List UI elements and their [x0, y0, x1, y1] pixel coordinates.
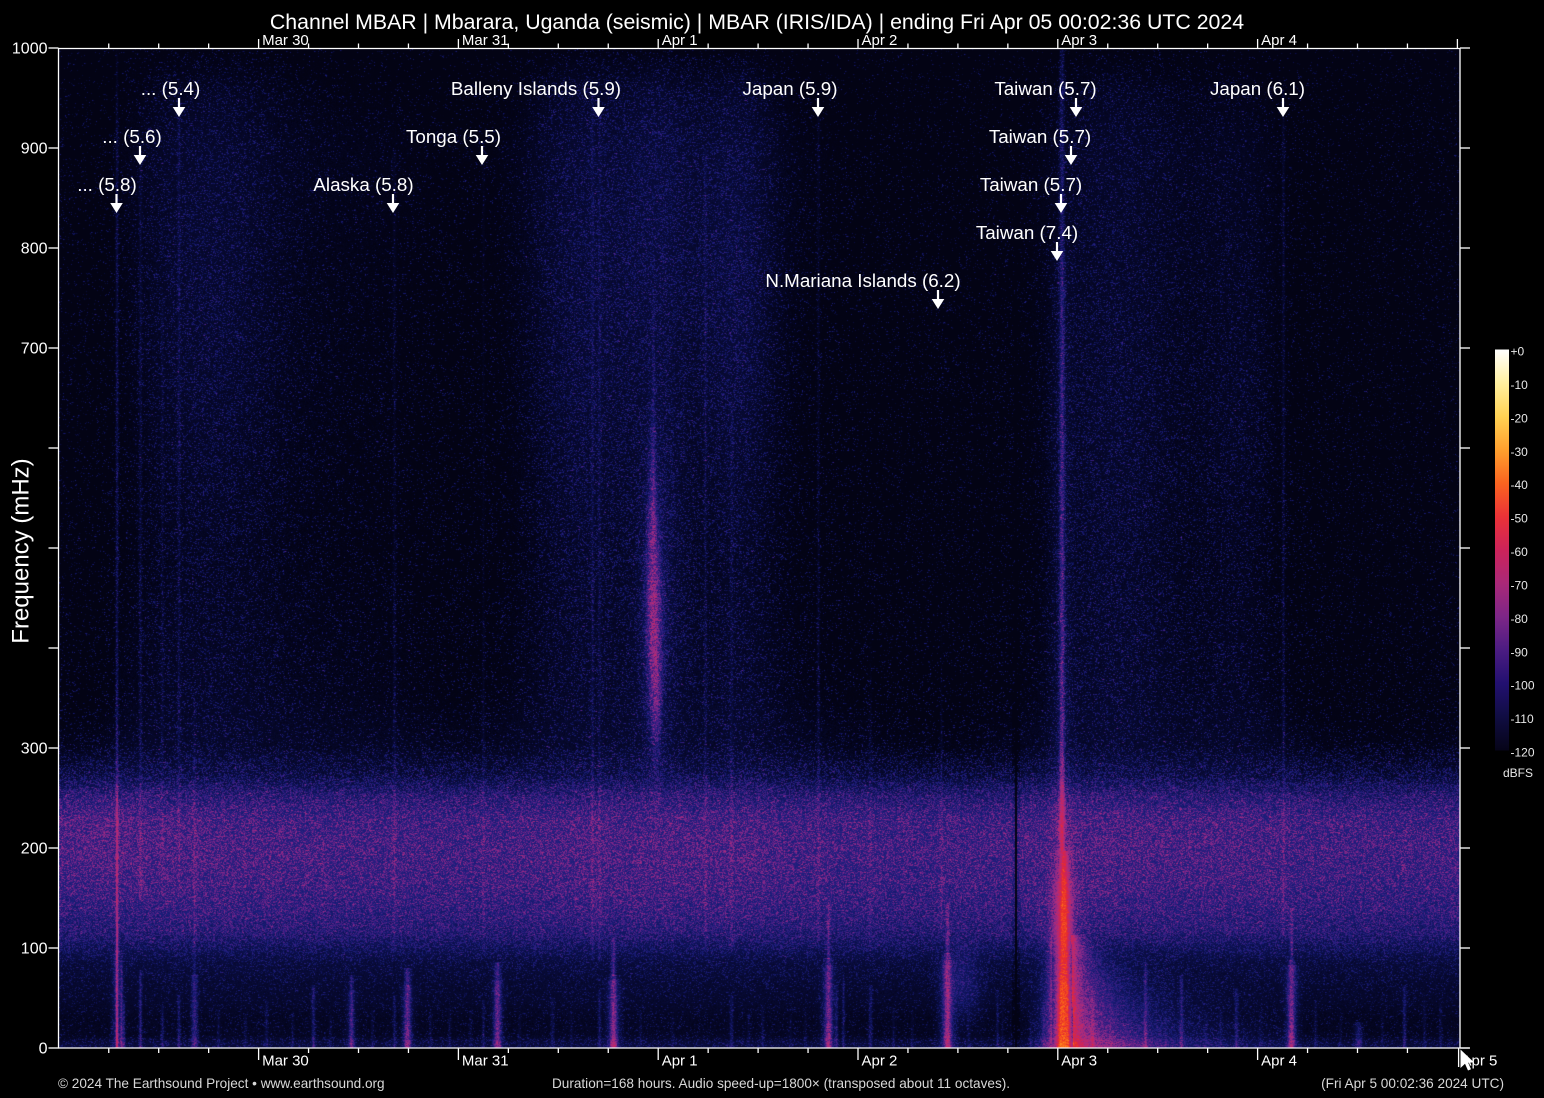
svg-text:Tonga (5.5): Tonga (5.5)	[406, 126, 501, 147]
svg-text:... (5.6): ... (5.6)	[102, 126, 162, 147]
svg-text:-50: -50	[1511, 512, 1529, 526]
svg-text:100: 100	[21, 941, 48, 958]
svg-text:800: 800	[21, 241, 48, 258]
svg-text:Japan (6.1): Japan (6.1)	[1210, 78, 1305, 99]
svg-text:-110: -110	[1511, 712, 1534, 726]
svg-text:-90: -90	[1511, 645, 1529, 659]
svg-text:dBFS: dBFS	[1503, 766, 1533, 780]
svg-text:-10: -10	[1511, 378, 1529, 392]
svg-text:Alaska (5.8): Alaska (5.8)	[313, 174, 413, 195]
svg-text:-30: -30	[1511, 445, 1529, 459]
svg-text:Mar 31: Mar 31	[462, 32, 509, 49]
svg-text:1000: 1000	[12, 41, 48, 58]
svg-text:-40: -40	[1511, 478, 1529, 492]
svg-text:Japan (5.9): Japan (5.9)	[742, 78, 837, 99]
svg-text:200: 200	[21, 841, 48, 858]
svg-text:Balleny Islands (5.9): Balleny Islands (5.9)	[451, 78, 621, 99]
svg-text:... (5.8): ... (5.8)	[77, 174, 137, 195]
svg-text:+0: +0	[1511, 345, 1525, 359]
svg-text:Taiwan (5.7): Taiwan (5.7)	[980, 174, 1082, 195]
svg-text:Taiwan (5.7): Taiwan (5.7)	[989, 126, 1091, 147]
svg-text:Apr 4: Apr 4	[1261, 32, 1297, 49]
svg-text:... (5.4): ... (5.4)	[141, 78, 201, 99]
svg-text:Mar 30: Mar 30	[262, 1052, 309, 1069]
svg-text:900: 900	[21, 141, 48, 158]
svg-text:-120: -120	[1511, 746, 1535, 760]
svg-text:Apr 2: Apr 2	[862, 32, 898, 49]
svg-text:700: 700	[21, 341, 48, 358]
svg-text:-80: -80	[1511, 612, 1529, 626]
svg-text:-100: -100	[1511, 679, 1535, 693]
svg-text:Taiwan (5.7): Taiwan (5.7)	[994, 78, 1096, 99]
svg-text:Apr 1: Apr 1	[662, 1052, 698, 1069]
svg-text:Mar 31: Mar 31	[462, 1052, 509, 1069]
svg-text:Mar 30: Mar 30	[262, 32, 309, 49]
svg-text:© 2024 The Earthsound Project: © 2024 The Earthsound Project • www.eart…	[58, 1076, 385, 1091]
svg-text:Frequency (mHz): Frequency (mHz)	[8, 458, 35, 643]
svg-text:300: 300	[21, 741, 48, 758]
svg-text:Duration=168 hours. Audio spee: Duration=168 hours. Audio speed-up=1800×…	[552, 1076, 1010, 1091]
svg-text:-70: -70	[1511, 578, 1529, 592]
svg-text:Taiwan (7.4): Taiwan (7.4)	[976, 222, 1078, 243]
svg-text:Apr 4: Apr 4	[1261, 1052, 1297, 1069]
svg-text:0: 0	[39, 1041, 48, 1058]
svg-text:(Fri Apr 5 00:02:36 2024 UTC): (Fri Apr 5 00:02:36 2024 UTC)	[1321, 1076, 1504, 1091]
svg-text:Channel MBAR | Mbarara, Uganda: Channel MBAR | Mbarara, Uganda (seismic)…	[270, 10, 1244, 34]
svg-text:Apr 5: Apr 5	[1462, 1052, 1498, 1069]
svg-text:-20: -20	[1511, 411, 1529, 425]
svg-text:Apr 2: Apr 2	[862, 1052, 898, 1069]
svg-text:Apr 3: Apr 3	[1061, 32, 1097, 49]
svg-text:Apr 1: Apr 1	[662, 32, 698, 49]
svg-text:N.Mariana Islands (6.2): N.Mariana Islands (6.2)	[765, 270, 960, 291]
svg-text:Apr 3: Apr 3	[1061, 1052, 1097, 1069]
svg-text:-60: -60	[1511, 545, 1529, 559]
